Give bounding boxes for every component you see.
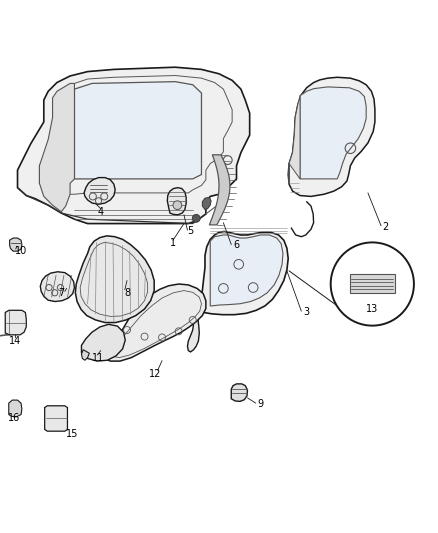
Polygon shape (18, 67, 250, 223)
Polygon shape (81, 350, 89, 360)
Text: 15: 15 (66, 429, 78, 439)
Polygon shape (231, 384, 247, 401)
Text: 8: 8 (124, 288, 130, 298)
Polygon shape (45, 406, 67, 431)
Polygon shape (197, 231, 288, 314)
Polygon shape (84, 177, 115, 204)
Text: 6: 6 (233, 240, 240, 251)
Polygon shape (9, 400, 22, 417)
Polygon shape (350, 274, 395, 293)
Text: 1: 1 (170, 238, 176, 248)
Polygon shape (5, 310, 26, 335)
Polygon shape (39, 84, 74, 212)
Text: 11: 11 (92, 353, 105, 364)
Text: 3: 3 (304, 308, 310, 318)
Circle shape (173, 201, 182, 209)
Text: 4: 4 (98, 207, 104, 217)
Text: 12: 12 (149, 369, 162, 379)
Text: 10: 10 (15, 246, 27, 256)
Text: 14: 14 (9, 336, 21, 346)
Polygon shape (102, 284, 206, 361)
Polygon shape (202, 197, 211, 209)
Text: 2: 2 (382, 222, 389, 232)
Polygon shape (167, 188, 186, 215)
Text: 5: 5 (187, 227, 194, 237)
Text: 7: 7 (58, 288, 64, 298)
Polygon shape (209, 155, 230, 225)
Polygon shape (210, 235, 283, 306)
Polygon shape (75, 236, 154, 322)
Circle shape (331, 243, 414, 326)
Polygon shape (10, 238, 22, 251)
Polygon shape (40, 272, 74, 302)
Polygon shape (289, 96, 300, 184)
Text: 13: 13 (366, 304, 378, 314)
Text: 9: 9 (258, 399, 264, 409)
Polygon shape (81, 324, 125, 361)
Text: 16: 16 (8, 413, 21, 423)
Polygon shape (288, 77, 375, 197)
Polygon shape (300, 87, 366, 179)
Polygon shape (187, 311, 199, 352)
Circle shape (192, 214, 200, 222)
Polygon shape (74, 82, 201, 179)
